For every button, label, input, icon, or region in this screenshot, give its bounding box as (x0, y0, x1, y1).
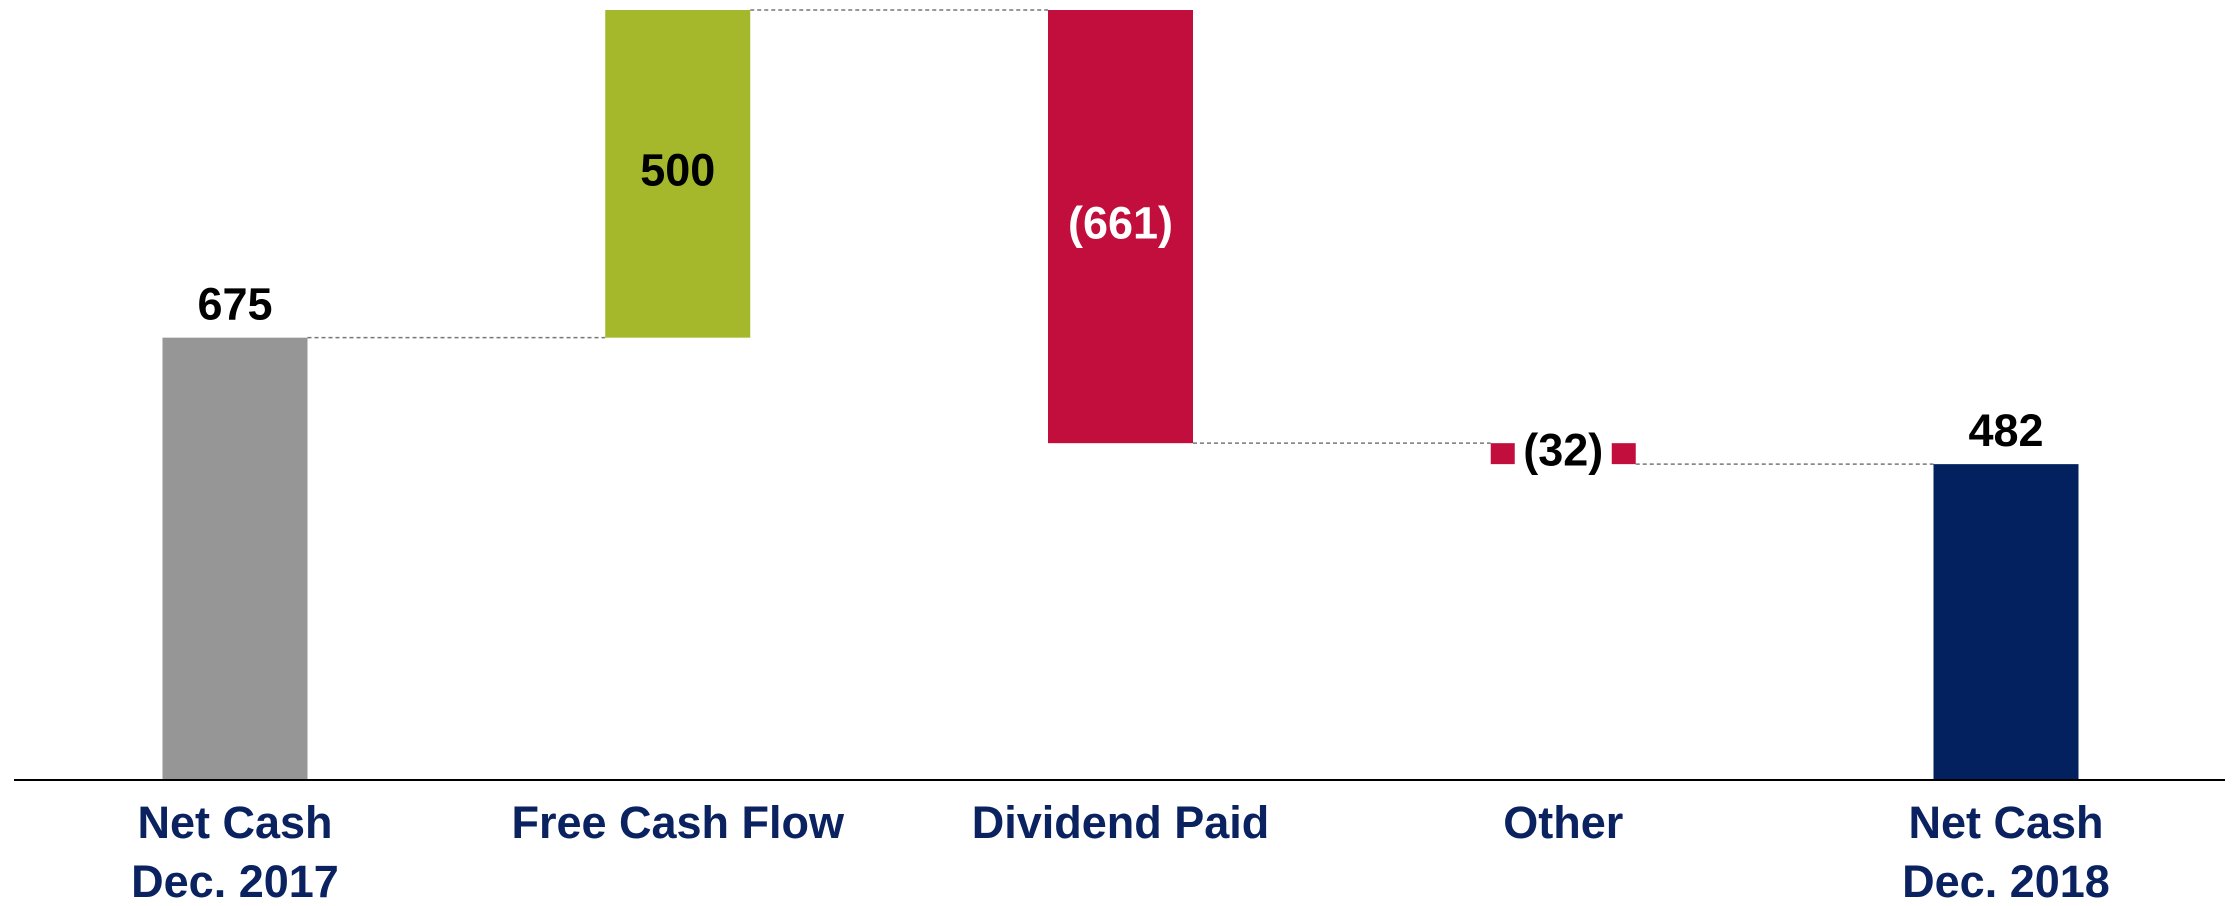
value-label: (32) (1523, 425, 1603, 476)
x-tick-label: Net Cash Dec. 2018 (1902, 797, 2110, 906)
value-label: 500 (640, 145, 715, 196)
bar (162, 337, 308, 780)
bar (605, 10, 751, 338)
value-label: 482 (1968, 405, 2043, 456)
bar (1048, 10, 1193, 444)
value-label: (661) (1068, 197, 1173, 248)
x-tick-label: Other (1503, 797, 1623, 848)
bar (1933, 464, 2079, 780)
value-label: 675 (197, 279, 272, 330)
label-background (1514, 427, 1612, 480)
x-tick-label: Free Cash Flow (511, 797, 845, 848)
x-tick-label: Dividend Paid (972, 797, 1270, 848)
x-tick-label: Net Cash Dec. 2017 (131, 797, 339, 906)
